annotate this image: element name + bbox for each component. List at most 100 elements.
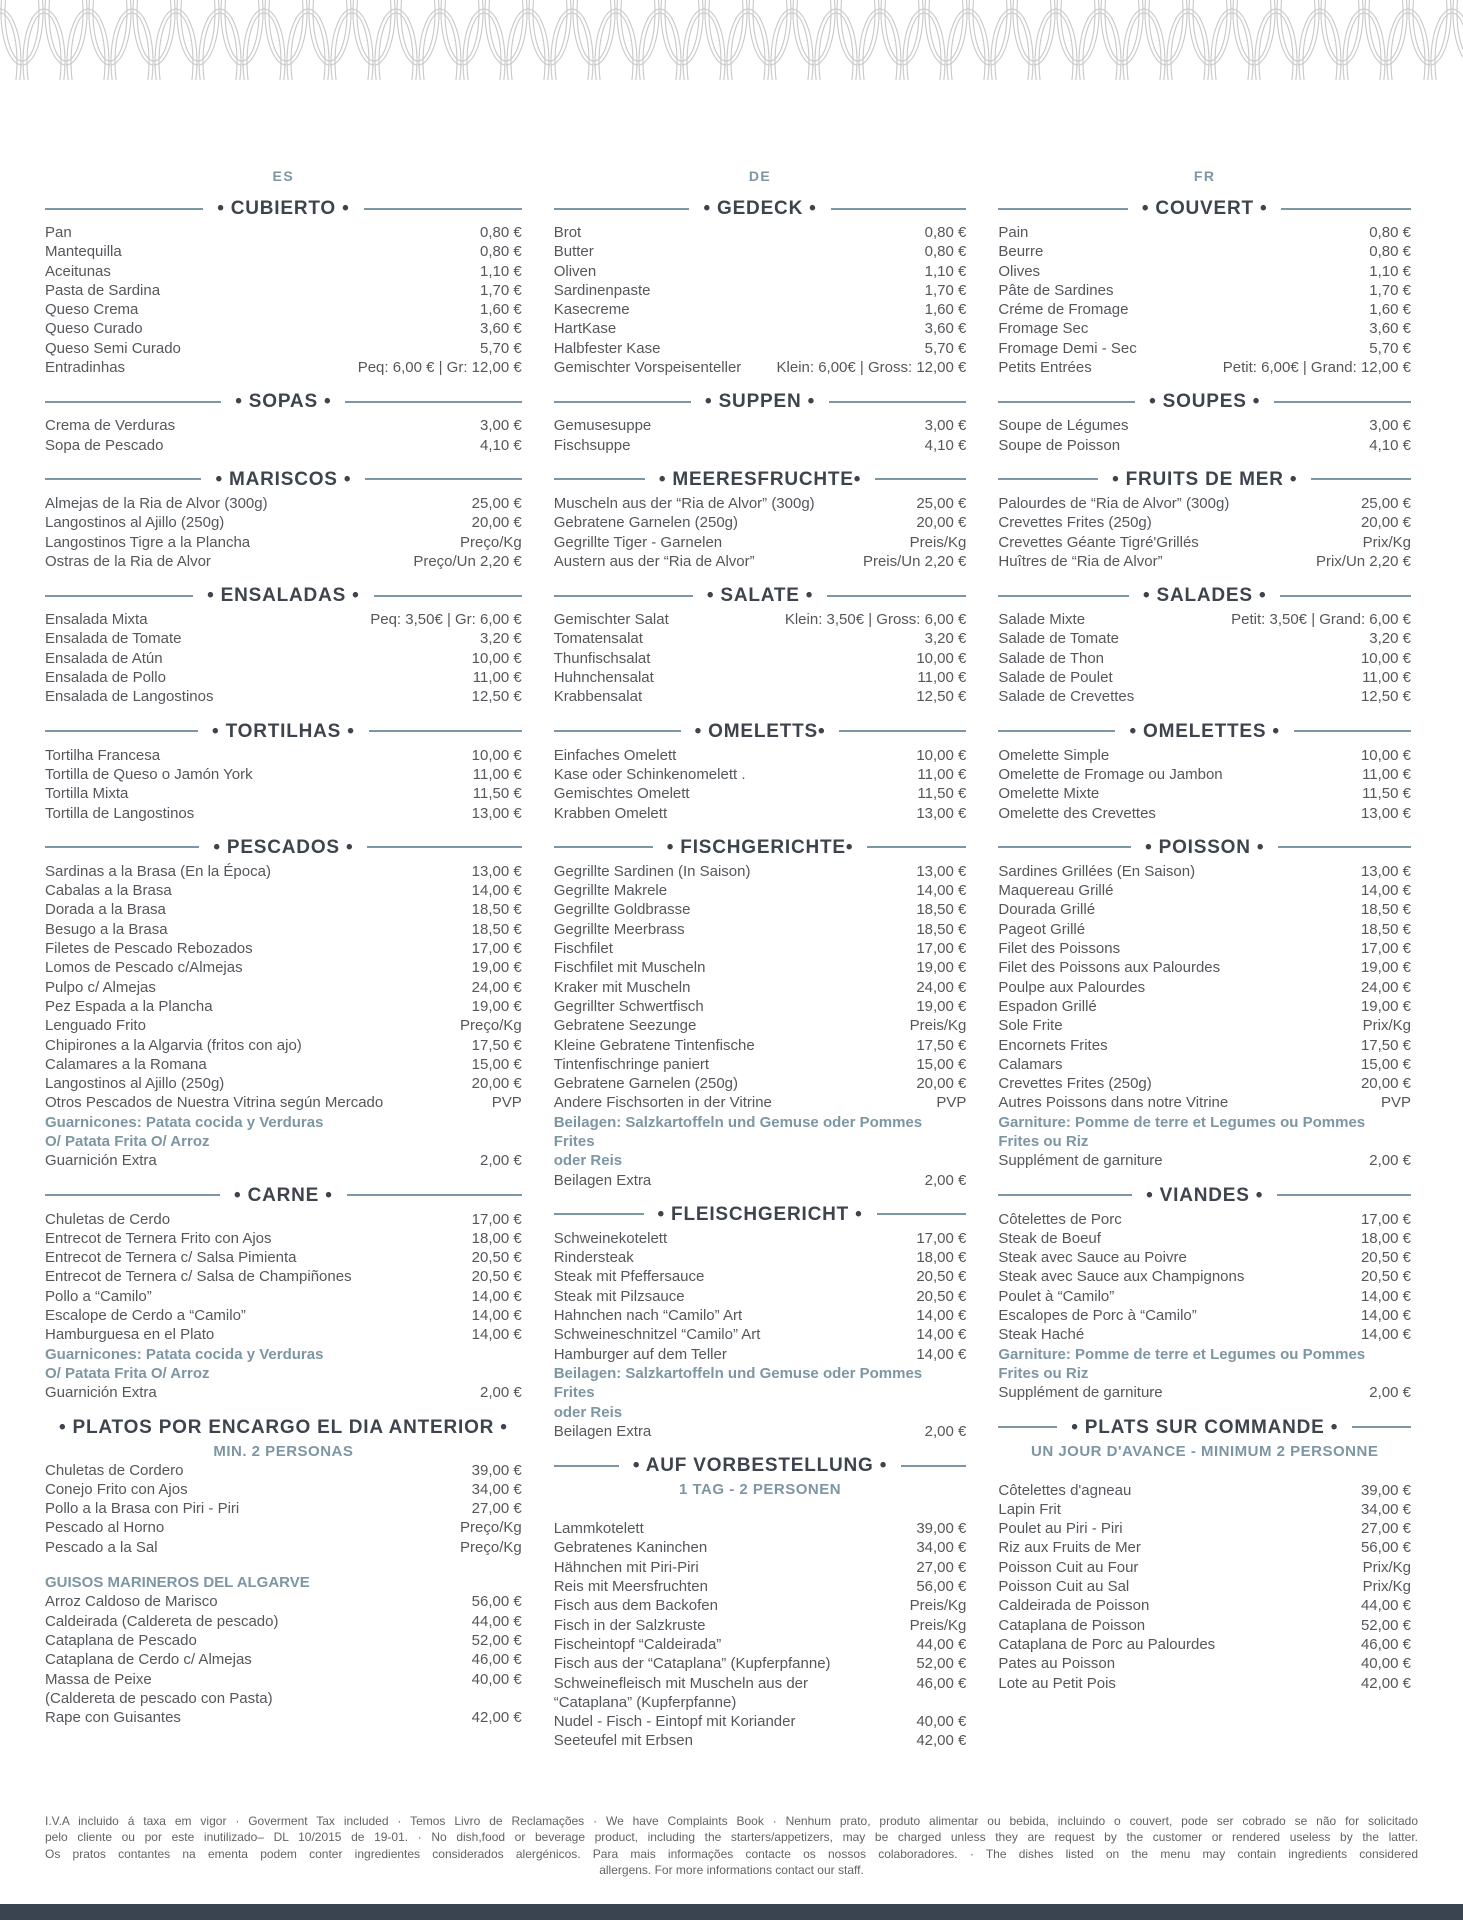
item-name: Fischeintopf “Caldeirada” bbox=[553, 1635, 722, 1653]
item-price: 19,00 € bbox=[916, 997, 967, 1015]
item-name: Chipirones a la Algarvia (fritos con ajo… bbox=[45, 1036, 302, 1054]
menu-item-row: Pageot Grillé 18,50 € bbox=[998, 920, 1411, 939]
menu-section: • MARISCOS • Almejas de la Ria de Alvor … bbox=[45, 467, 522, 571]
menu-item-row: “Cataplana” (Kupferpfanne) bbox=[554, 1693, 967, 1712]
menu-section: • POISSON • Sardines Grillées (En Saison… bbox=[998, 835, 1412, 1171]
menu-item-row: Sole Frite Prix/Kg bbox=[998, 1016, 1411, 1035]
item-name: Mantequilla bbox=[45, 243, 122, 261]
item-price: 19,00 € bbox=[916, 959, 967, 977]
menu-item-row: Espadon Grillé 19,00 € bbox=[998, 997, 1411, 1016]
item-price: 24,00 € bbox=[916, 978, 967, 996]
menu-item-row: Garniture: Pomme de terre et Legumes ou … bbox=[998, 1345, 1411, 1364]
item-name: Créme de Fromage bbox=[998, 301, 1129, 319]
item-price: 19,00 € bbox=[471, 997, 522, 1015]
item-name: Pollo a la Brasa con Piri - Piri bbox=[45, 1500, 240, 1518]
menu-item-row: Escalope de Cerdo a “Camilo” 14,00 € bbox=[45, 1306, 522, 1325]
item-price: 20,50 € bbox=[916, 1287, 967, 1305]
item-price: 17,00 € bbox=[1360, 1210, 1411, 1228]
section-header: • CARNE • bbox=[45, 1183, 522, 1208]
item-name: Hamburger auf dem Teller bbox=[553, 1345, 727, 1363]
header-rule-right bbox=[368, 730, 522, 733]
item-name: Aceitunas bbox=[45, 262, 111, 280]
item-name: Gegrillte Makrele bbox=[553, 882, 668, 900]
menu-item-row: Muscheln aus der “Ria de Alvor” (300g) 2… bbox=[554, 494, 967, 513]
menu-item-row: Cataplana de Porc au Palourdes 46,00 € bbox=[998, 1635, 1411, 1654]
section-header: • CUBIERTO • bbox=[45, 196, 522, 221]
item-price: 1,60 € bbox=[924, 301, 967, 319]
item-name: Supplément de garniture bbox=[998, 1152, 1163, 1170]
item-price: 14,00 € bbox=[471, 1307, 522, 1325]
menu-item-row: Aceitunas 1,10 € bbox=[45, 262, 522, 281]
menu-item-row: Fromage Sec 3,60 € bbox=[998, 319, 1411, 338]
menu-item-row: Petits Entrées Petit: 6,00€ | Grand: 12,… bbox=[998, 358, 1411, 377]
menu-item-row: Hamburger auf dem Teller 14,00 € bbox=[554, 1345, 967, 1364]
item-price: 11,00 € bbox=[1362, 669, 1411, 687]
item-price: 40,00 € bbox=[471, 1670, 522, 1688]
item-name: Ostras de la Ria de Alvor bbox=[45, 552, 211, 570]
header-rule-right bbox=[1278, 846, 1412, 849]
item-price: 19,00 € bbox=[1360, 959, 1411, 977]
item-name: Krabbensalat bbox=[553, 688, 643, 706]
item-name: Rape con Guisantes bbox=[45, 1709, 181, 1727]
item-name: Garniture: Pomme de terre et Legumes ou … bbox=[998, 1345, 1366, 1363]
menu-item-row: Nudel - Fisch - Eintopf mit Koriander 40… bbox=[554, 1712, 967, 1731]
item-name: oder Reis bbox=[553, 1152, 623, 1170]
item-price: 27,00 € bbox=[1360, 1520, 1411, 1538]
header-rule-left bbox=[45, 207, 204, 210]
item-name: Supplément de garniture bbox=[998, 1384, 1163, 1402]
item-name: Filetes de Pescado Rebozados bbox=[45, 940, 253, 958]
section-title: • SOUPES • bbox=[1149, 391, 1261, 413]
item-name: Encornets Frites bbox=[998, 1036, 1108, 1054]
item-name: Escalopes de Porc à “Camilo” bbox=[998, 1307, 1197, 1325]
header-rule-right bbox=[1311, 478, 1412, 481]
header-rule-right bbox=[367, 846, 522, 849]
item-price: 3,20 € bbox=[1369, 630, 1411, 648]
language-label: FR bbox=[1193, 168, 1216, 184]
menu-item-row: Gegrillte Meerbrass 18,50 € bbox=[554, 920, 967, 939]
item-name: Pates au Poisson bbox=[998, 1655, 1116, 1673]
item-price: PVP bbox=[936, 1094, 967, 1112]
item-price: 20,00 € bbox=[471, 514, 522, 532]
item-price: 34,00 € bbox=[916, 1539, 967, 1557]
section-header: • PESCADOS • bbox=[45, 835, 522, 860]
menu-item-row: (Caldereta de pescado con Pasta) bbox=[45, 1689, 522, 1708]
item-price: 17,00 € bbox=[1360, 940, 1411, 958]
menu-item-row: Queso Crema 1,60 € bbox=[45, 300, 522, 319]
menu-column-de: DE • GEDECK • Brot 0,80 € Butter 0,80 € … bbox=[553, 80, 967, 1751]
section-items: Tortilha Francesa 10,00 € Tortilla de Qu… bbox=[45, 746, 522, 823]
menu-item-row: Pâte de Sardines 1,70 € bbox=[998, 281, 1411, 300]
item-price: 44,00 € bbox=[1360, 1597, 1411, 1615]
header-rule-left bbox=[998, 594, 1129, 597]
column-sections: • COUVERT • Pain 0,80 € Beurre 0,80 € Ol… bbox=[998, 196, 1412, 1693]
header-rule-left bbox=[553, 478, 645, 481]
menu-section: • OMELETTES • Omelette Simple 10,00 € Om… bbox=[998, 719, 1411, 823]
section-title: • VIANDES • bbox=[1146, 1184, 1264, 1206]
menu-item-row: Rape con Guisantes 42,00 € bbox=[45, 1708, 522, 1727]
section-title: • PLATOS POR ENCARGO EL DIA ANTERIOR • bbox=[59, 1416, 508, 1438]
menu-item-row: Hamburguesa en el Plato 14,00 € bbox=[45, 1325, 522, 1344]
item-name: Gebratene Garnelen (250g) bbox=[553, 1075, 739, 1093]
header-rule-right bbox=[1274, 400, 1412, 403]
item-name: Fischsuppe bbox=[553, 436, 631, 454]
menu-item-row: Filet des Poissons 17,00 € bbox=[998, 939, 1411, 958]
item-price: 0,80 € bbox=[480, 243, 522, 261]
menu-item-row: Pates au Poisson 40,00 € bbox=[998, 1654, 1411, 1673]
menu-item-row: Encornets Frites 17,50 € bbox=[998, 1036, 1411, 1055]
item-price: 39,00 € bbox=[1360, 1481, 1411, 1499]
menu-item-row: Gebratene Garnelen (250g) 20,00 € bbox=[554, 513, 967, 532]
header-rule-right bbox=[1280, 594, 1411, 597]
menu-item-row: Beilagen Extra 2,00 € bbox=[554, 1171, 967, 1190]
item-name: Gemusesuppe bbox=[553, 417, 652, 435]
section-header: • FLEISCHGERICHT • bbox=[553, 1202, 967, 1227]
item-name: Côtelettes de Porc bbox=[998, 1210, 1122, 1228]
header-rule-left bbox=[998, 478, 1099, 481]
section-header: • SOUPES • bbox=[998, 389, 1412, 414]
footer-line: allergens. For more informations contact… bbox=[599, 1863, 864, 1878]
header-rule-left bbox=[553, 207, 690, 210]
item-name: Steak mit Pilzsauce bbox=[553, 1287, 685, 1305]
menu-item-row: Ensalada de Pollo 11,00 € bbox=[45, 668, 522, 687]
header-rule-right bbox=[867, 846, 967, 849]
menu-item-row: Steak mit Pfeffersauce 20,50 € bbox=[554, 1267, 967, 1286]
menu-item-row: Pez Espada a la Plancha 19,00 € bbox=[45, 997, 522, 1016]
menu-item-row: Pan 0,80 € bbox=[45, 223, 522, 242]
